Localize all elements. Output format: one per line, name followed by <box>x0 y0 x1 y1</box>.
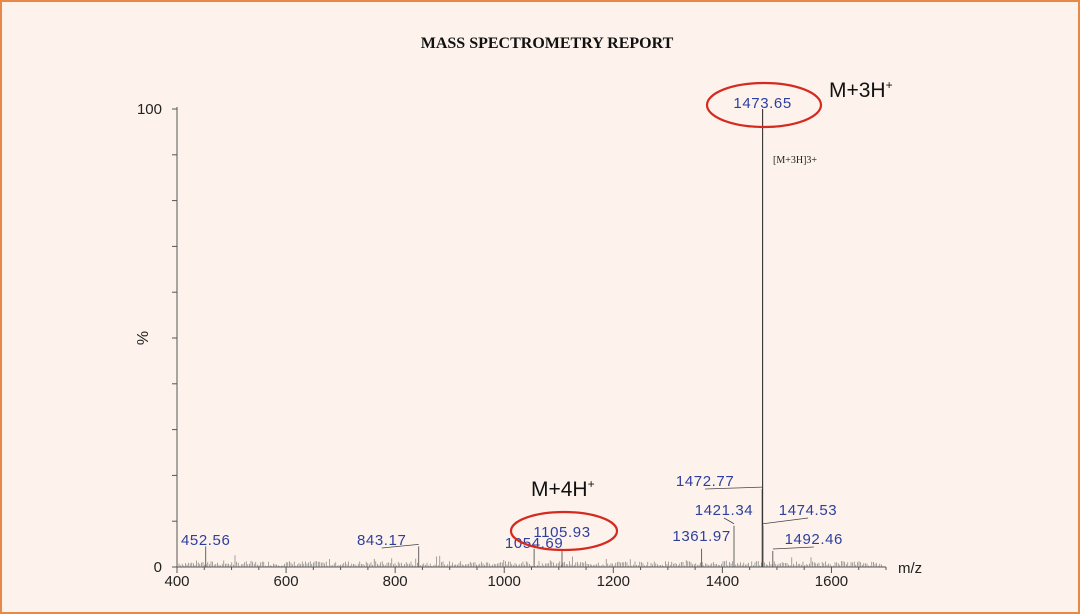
x-tick-label: 800 <box>383 573 408 590</box>
peak-label: 1054.69 <box>505 535 563 552</box>
x-tick-label: 1400 <box>706 573 739 590</box>
peak-leader <box>723 517 735 525</box>
peak-label: 1421.34 <box>695 502 753 519</box>
peak-label: 1474.53 <box>779 502 837 519</box>
x-tick-label: 1600 <box>815 573 848 590</box>
x-tick-label: 600 <box>274 573 299 590</box>
callout-m3h-text: M+3H <box>829 79 886 102</box>
peak-label: 843.17 <box>357 532 406 549</box>
peak-label: 1492.46 <box>785 531 843 548</box>
x-tick-label: 1000 <box>488 573 521 590</box>
y-tick-label-100: 100 <box>137 101 162 118</box>
peak-label: 452.56 <box>181 532 230 549</box>
callout-circle-base-peak <box>705 81 823 129</box>
x-tick-label: 400 <box>164 573 189 590</box>
callout-m4h-text: M+4H <box>531 478 588 501</box>
callout-m4h: M+4H+ <box>531 477 595 501</box>
peak-label: 1361.97 <box>672 528 730 545</box>
peak-label-leaders <box>381 486 814 550</box>
chart-title: MASS SPECTROMETRY REPORT <box>421 35 674 52</box>
peak-label: 1472.77 <box>676 473 734 490</box>
noise-baseline <box>178 555 884 567</box>
callout-m4h-sup: + <box>588 477 595 491</box>
ion-annotation-label: [M+3H]3+ <box>773 155 817 166</box>
peak-label: 1105.93 <box>533 524 590 541</box>
y-axis-label: % <box>135 331 152 345</box>
x-axis-label: m/z <box>898 560 922 577</box>
callout-m3h-sup: + <box>886 78 893 92</box>
peak-leader <box>381 543 419 549</box>
x-tick-labels: 400 600 800 1000 1200 1400 1600 <box>164 573 848 590</box>
peak-leader <box>762 517 809 525</box>
peak-label: 1473.65 <box>733 95 791 112</box>
callout-m3h: M+3H+ <box>829 78 893 102</box>
callout-circle-m4h-peak <box>509 510 619 552</box>
x-tick-label: 1200 <box>597 573 630 590</box>
peak-lines <box>205 109 774 567</box>
peak-leader <box>705 486 763 490</box>
y-tick-label-0: 0 <box>154 559 162 576</box>
peak-leader <box>772 546 814 550</box>
axis-ticks <box>172 108 887 573</box>
